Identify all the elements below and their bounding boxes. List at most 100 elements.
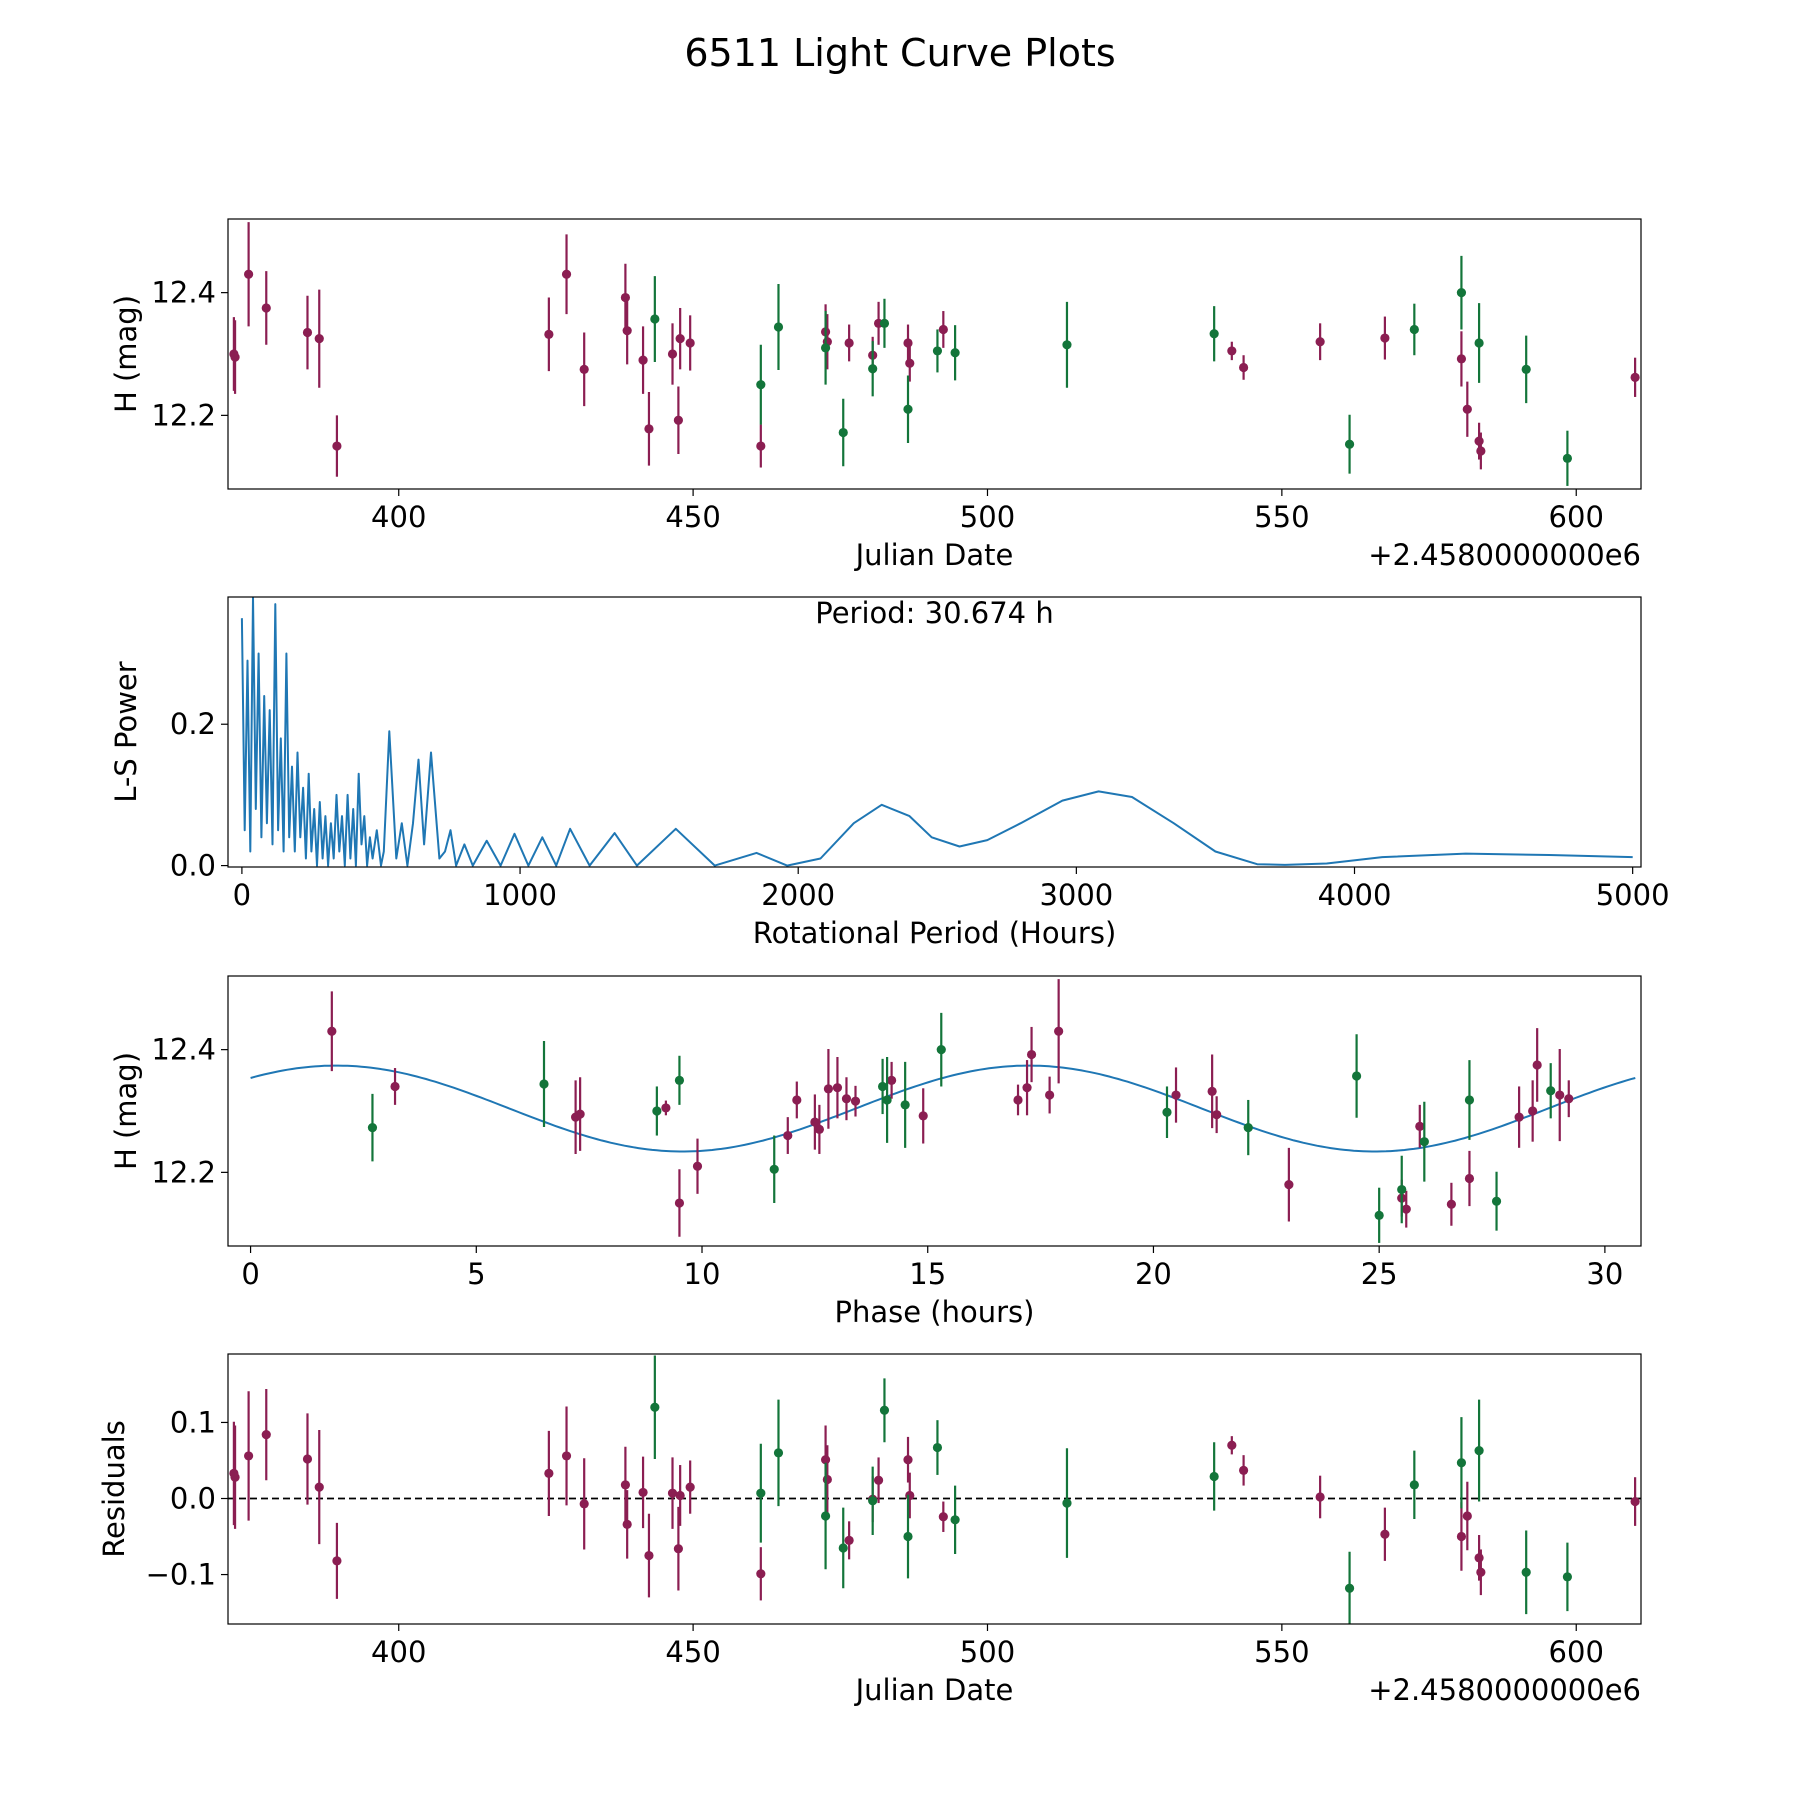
phased-plot-area xyxy=(250,979,1636,1243)
series-a-point xyxy=(314,334,324,344)
series-a-point xyxy=(1045,1090,1055,1100)
periodogram-plot-area xyxy=(240,597,1633,867)
series-a-point xyxy=(579,1499,589,1509)
series-a-point xyxy=(332,441,342,451)
series-b-point xyxy=(769,1164,779,1174)
series-a-point xyxy=(644,1550,654,1561)
series-a-point xyxy=(1013,1095,1023,1105)
series-a-point xyxy=(674,1198,685,1208)
series-a-point xyxy=(1026,1049,1037,1060)
series-a-point xyxy=(644,424,654,434)
light-curve-x-tick-label: 400 xyxy=(371,500,426,534)
residuals-x-tick-label: 450 xyxy=(665,1635,720,1669)
series-b-point xyxy=(868,364,878,374)
series-b-point xyxy=(879,318,890,328)
periodogram-y-label: L-S Power xyxy=(109,661,143,802)
series-a-point xyxy=(1456,354,1467,364)
series-a-point xyxy=(792,1095,802,1105)
series-a-point xyxy=(1474,1553,1484,1563)
series-a-point xyxy=(938,324,948,335)
residuals-offset-text: +2.4580000000e6 xyxy=(1368,1673,1641,1707)
series-a-point xyxy=(332,1556,342,1566)
series-a-point xyxy=(561,269,572,279)
series-b-point xyxy=(1474,338,1484,348)
series-a-point xyxy=(390,1081,400,1092)
series-b-point xyxy=(1491,1196,1502,1206)
series-b-point xyxy=(950,348,960,358)
series-a-point xyxy=(1054,1026,1064,1036)
phased-x-tick-label: 10 xyxy=(684,1257,721,1291)
series-b-point xyxy=(539,1079,549,1089)
series-a-point xyxy=(1207,1086,1217,1096)
phased-panel: Phase (hours) H (mag) 0 5 10 15 20 25 30 12.2 12… xyxy=(109,975,1642,1329)
residuals-y-label: Residuals xyxy=(97,1420,131,1558)
series-a-point xyxy=(1315,337,1325,347)
series-a-point xyxy=(1476,446,1486,456)
series-a-point xyxy=(1212,1110,1222,1120)
series-a-point xyxy=(620,1480,631,1490)
series-b-point xyxy=(1209,1471,1219,1482)
series-a-point xyxy=(1528,1106,1538,1116)
series-a-point xyxy=(903,338,913,348)
series-b-point xyxy=(838,1543,848,1553)
series-a-point xyxy=(622,326,632,336)
periodogram-panel: Rotational Period (Hours) L-S Power Peri… xyxy=(109,596,1670,950)
series-a-point xyxy=(1238,362,1249,373)
series-b-point xyxy=(652,1106,662,1116)
series-a-point xyxy=(1464,1173,1475,1184)
series-b-point xyxy=(1546,1086,1556,1096)
series-a-point xyxy=(620,292,631,303)
series-a-point xyxy=(1555,1090,1565,1100)
series-b-point xyxy=(1374,1210,1384,1220)
series-a-point xyxy=(822,1474,832,1485)
series-a-point xyxy=(1171,1090,1181,1100)
series-b-point xyxy=(1464,1095,1475,1105)
series-b-point xyxy=(773,322,784,332)
light-curve-y-tick-label: 12.2 xyxy=(151,398,216,432)
series-a-point xyxy=(544,329,554,339)
series-b-point xyxy=(877,1081,888,1092)
series-b-point xyxy=(756,1488,766,1498)
periodogram-y-tick-label: 0.2 xyxy=(170,707,216,741)
series-a-point xyxy=(667,349,678,359)
series-b-point xyxy=(650,314,660,324)
light-curve-x-tick-label: 500 xyxy=(960,500,1015,534)
series-b-point xyxy=(903,1531,913,1542)
series-a-point xyxy=(327,1026,337,1036)
periodogram-x-tick-label: 0 xyxy=(233,878,251,912)
series-b-point xyxy=(1409,324,1419,335)
series-a-point xyxy=(1284,1180,1294,1190)
series-a-point xyxy=(675,1490,685,1501)
series-a-point xyxy=(667,1488,678,1498)
series-b-point xyxy=(1419,1137,1429,1147)
series-b-point xyxy=(903,404,913,414)
series-a-point xyxy=(1380,1529,1390,1539)
series-a-point xyxy=(1456,1531,1467,1542)
residuals-frame xyxy=(227,1353,1642,1625)
series-a-point xyxy=(1462,1511,1472,1521)
series-b-point xyxy=(1409,1480,1419,1490)
series-b-point xyxy=(1562,453,1573,463)
series-b-point xyxy=(900,1100,910,1110)
series-a-point xyxy=(756,1569,766,1579)
residuals-x-tick-label: 500 xyxy=(960,1635,1015,1669)
series-b-point xyxy=(1062,340,1072,350)
series-b-point xyxy=(1456,1458,1467,1468)
series-a-point xyxy=(783,1130,793,1141)
series-a-point xyxy=(1238,1465,1249,1475)
series-a-point xyxy=(1462,404,1472,414)
series-a-point xyxy=(814,1124,824,1135)
series-a-point xyxy=(692,1161,703,1171)
series-b-point xyxy=(820,343,831,353)
periodogram-x-tick-label: 2000 xyxy=(761,878,835,912)
series-a-point xyxy=(685,338,695,348)
series-a-point xyxy=(905,1490,915,1501)
light-curve-x-tick-label: 450 xyxy=(665,500,720,534)
series-a-point xyxy=(1514,1112,1524,1122)
periodogram-x-tick-label: 4000 xyxy=(1318,878,1392,912)
phased-x-tick-label: 25 xyxy=(1361,1257,1398,1291)
series-b-point xyxy=(1243,1122,1253,1133)
series-a-point xyxy=(302,327,313,338)
